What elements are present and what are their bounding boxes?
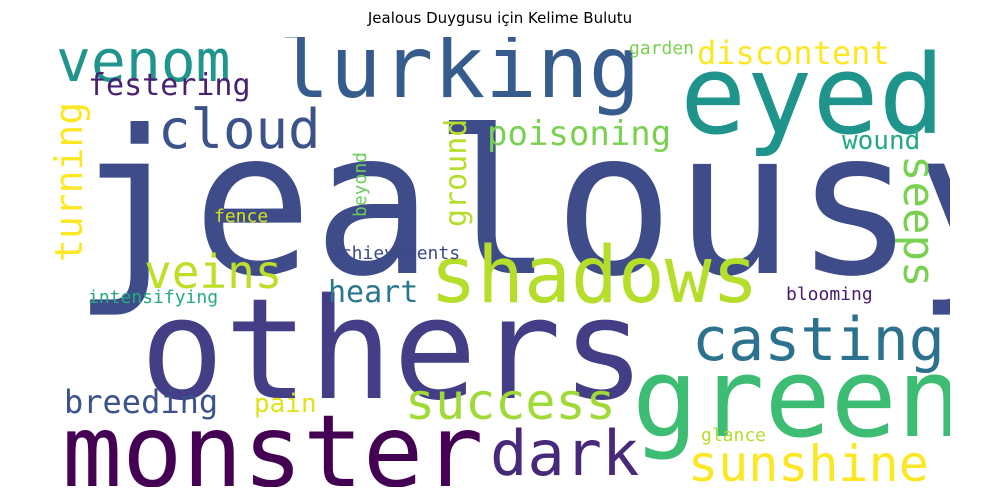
word-shadows: shadows	[430, 231, 759, 321]
word-monster: monster	[62, 393, 484, 488]
word-success: success	[405, 373, 616, 431]
word-achievements: achievements	[330, 243, 461, 264]
word-intensifying: intensifying	[88, 287, 219, 308]
word-green: green	[632, 334, 950, 462]
word-casting: casting	[692, 305, 945, 375]
word-glance: glance	[701, 425, 767, 446]
word-others: others	[140, 269, 646, 432]
word-garden: garden	[629, 38, 695, 59]
word-fence: fence	[214, 206, 269, 227]
word-beyond: beyond	[350, 151, 371, 217]
word-breeding: breeding	[64, 383, 219, 421]
word-cloud: jealousy others monster green eyed lurki…	[50, 37, 950, 487]
word-sunshine: sunshine	[688, 435, 929, 487]
word-wound: wound	[842, 126, 921, 156]
word-cloud: cloud	[158, 98, 321, 161]
word-turning: turning	[50, 101, 91, 262]
word-heart: heart	[328, 275, 419, 310]
word-venom: venom	[56, 37, 231, 95]
word-veins: veins	[144, 245, 283, 299]
word-eyed: eyed	[680, 37, 945, 159]
word-dark: dark	[490, 417, 640, 487]
word-lurking: lurking	[278, 37, 641, 118]
word-discontent: discontent	[697, 37, 890, 72]
word-poisoning: poisoning	[487, 114, 672, 154]
word-ground: ground	[439, 118, 474, 227]
chart-title: Jealous Duygusu için Kelime Bulutu	[367, 9, 633, 27]
word-pain: pain	[254, 389, 317, 419]
word-jealousy: jealousy	[72, 88, 950, 321]
word-festering: festering	[88, 68, 251, 103]
word-seeps: seeps	[893, 155, 944, 288]
word-blooming: blooming	[786, 284, 873, 305]
